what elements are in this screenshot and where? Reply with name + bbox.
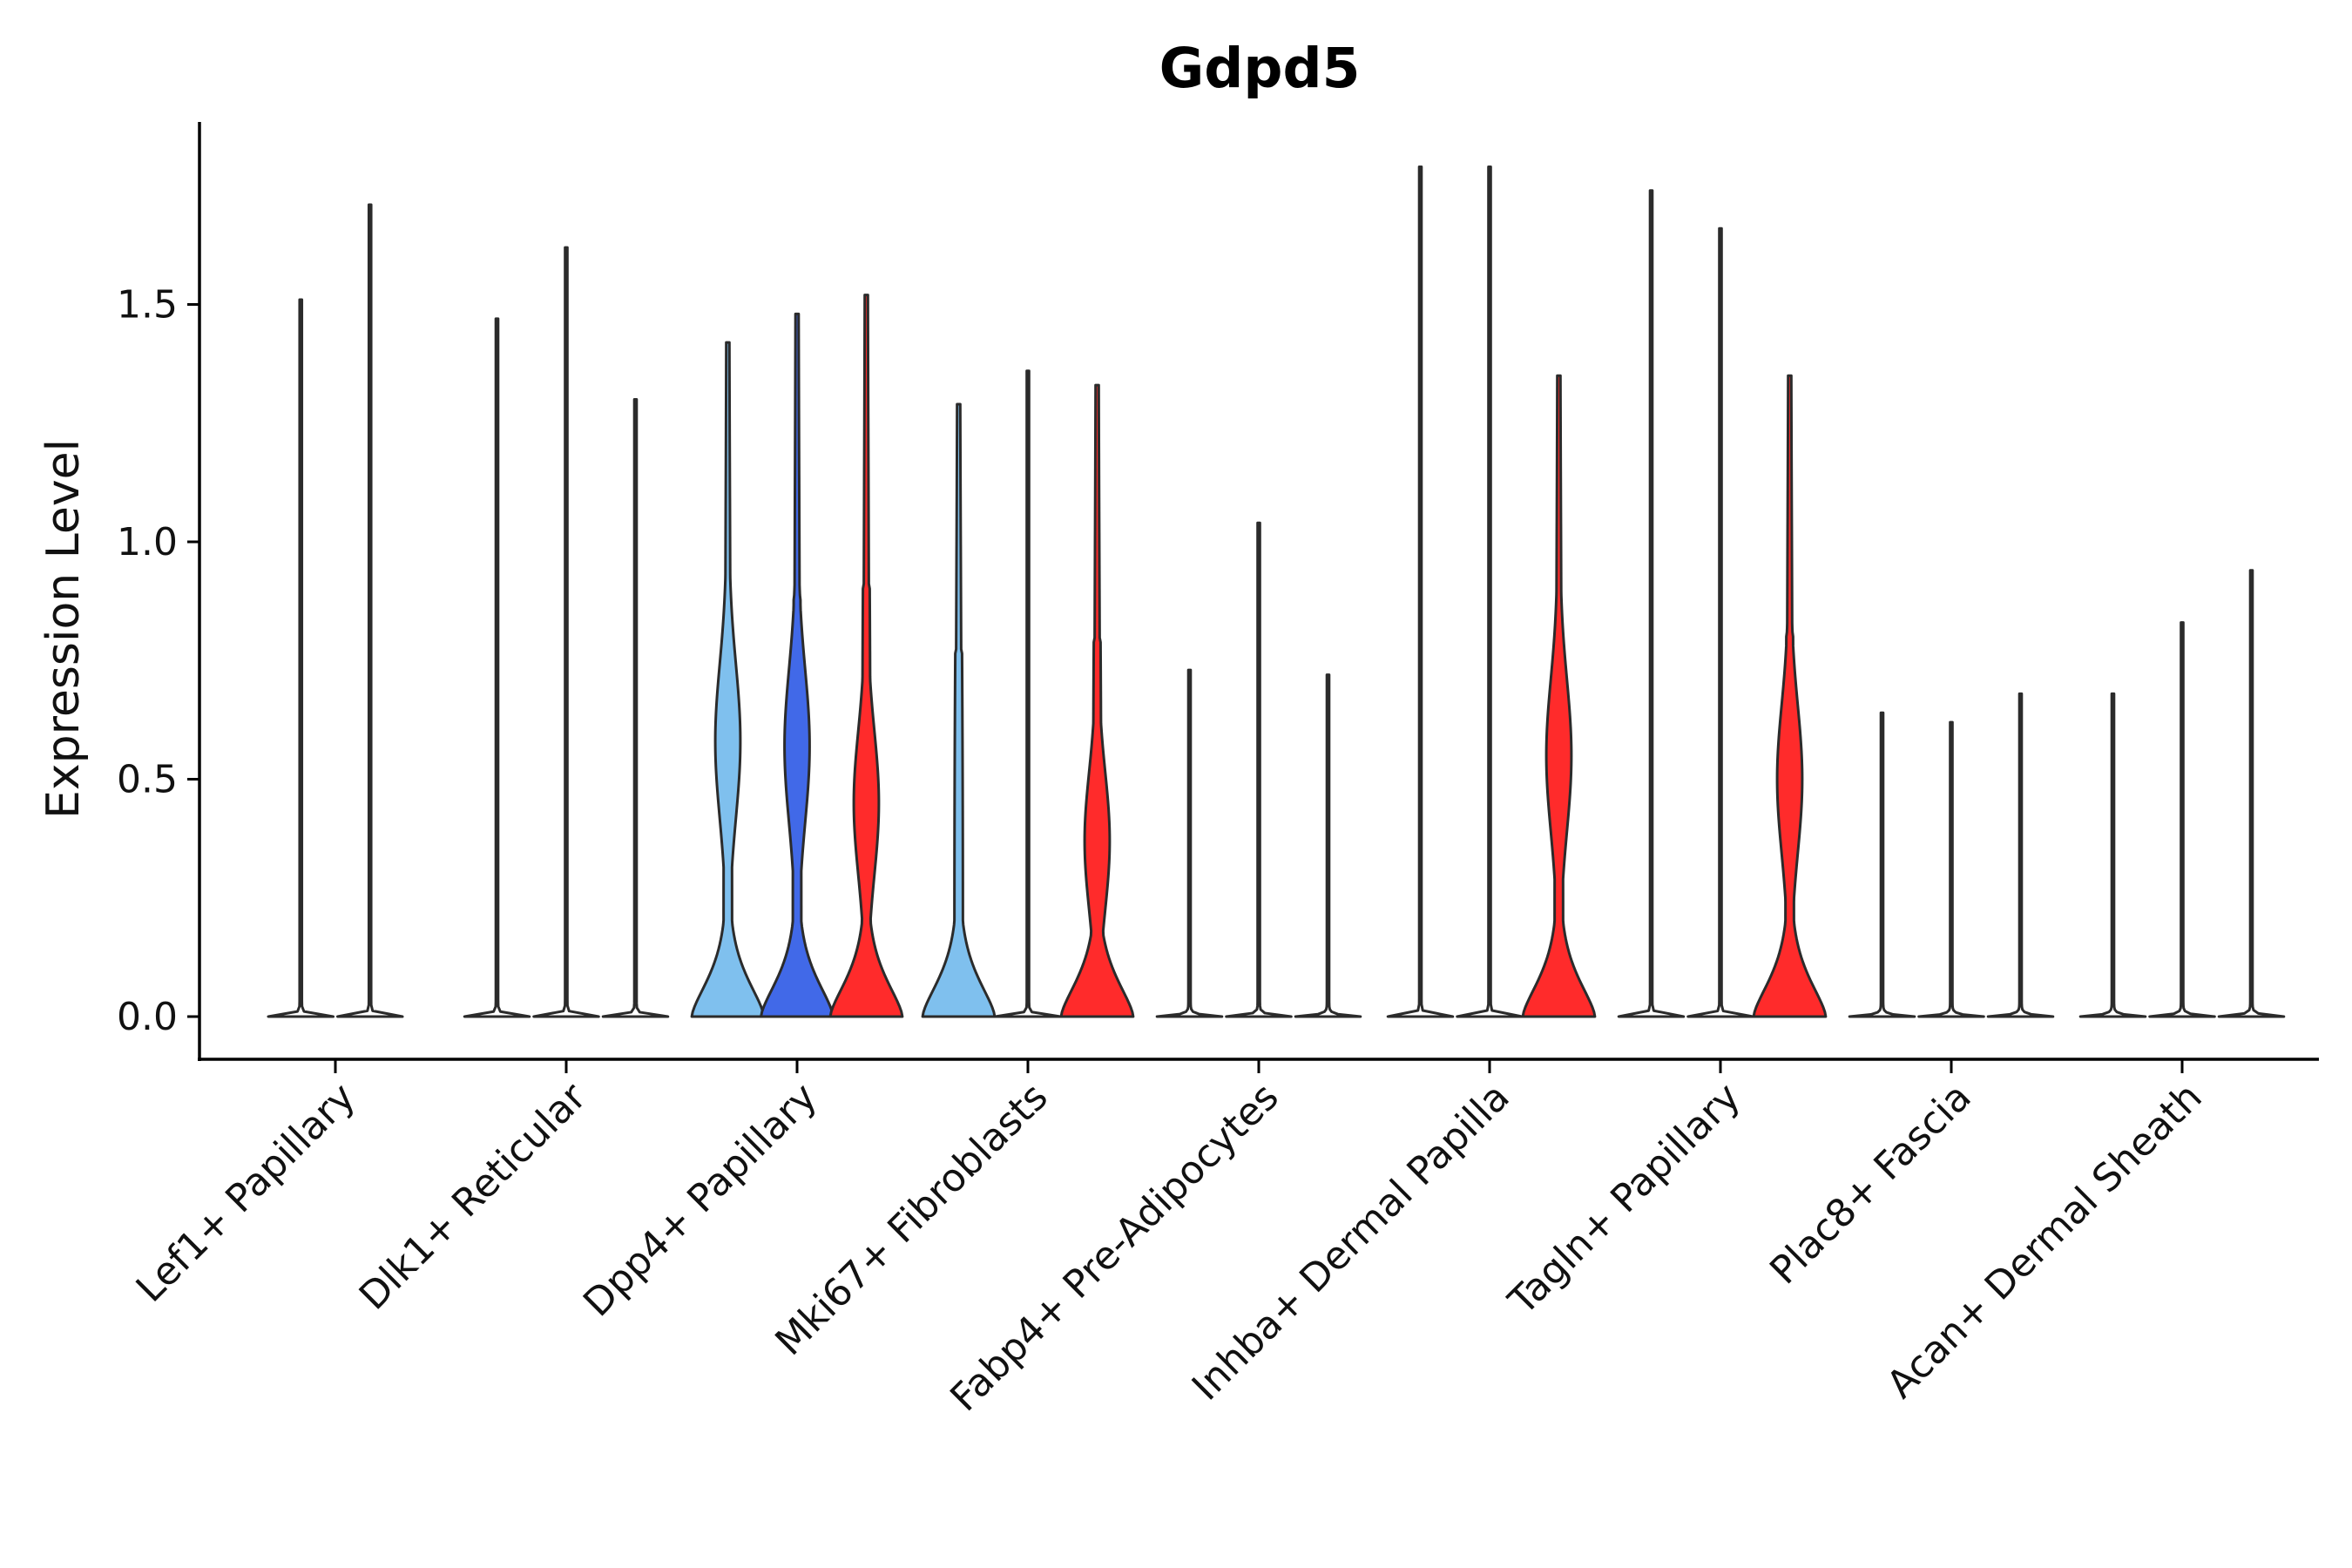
violin-4-1	[921, 402, 997, 1018]
violin-8-1	[1848, 711, 1916, 1018]
violin-9-2	[2148, 621, 2216, 1018]
violin-2-2	[532, 246, 600, 1018]
violin-2-3	[601, 398, 670, 1018]
violin-8-2	[1917, 720, 1985, 1018]
violin-7-1	[1617, 189, 1686, 1018]
violin-1-1	[267, 298, 335, 1018]
violin-4-2	[994, 369, 1062, 1018]
violin-5-1	[1155, 668, 1224, 1018]
violin-1-2	[335, 203, 404, 1018]
x-tick-label: Dlk1+ Reticular	[351, 1074, 596, 1319]
y-tick-label: 1.5	[117, 283, 178, 328]
violin-9-3	[2217, 569, 2286, 1018]
violin-7-3	[1752, 374, 1828, 1018]
y-tick-label: 0.0	[117, 995, 178, 1039]
y-tick-label: 1.0	[117, 520, 178, 564]
violin-7-2	[1686, 226, 1754, 1018]
violin-3-1	[690, 341, 766, 1018]
chart-title: Gdpd5	[1159, 37, 1361, 100]
violin-4-3	[1059, 383, 1135, 1018]
violin-3-2	[760, 312, 835, 1018]
violin-8-3	[1986, 692, 2055, 1018]
violin-6-3	[1521, 374, 1597, 1018]
violin-6-1	[1386, 165, 1455, 1018]
violin-5-2	[1225, 521, 1293, 1018]
violins-group	[267, 165, 2286, 1018]
violin-6-2	[1456, 165, 1524, 1018]
x-tick-label: Dpp4+ Papillary	[575, 1075, 826, 1326]
violin-3-3	[828, 294, 904, 1018]
x-tick-label: Plac8+ Fascia	[1761, 1075, 1980, 1294]
violin-9-1	[2078, 692, 2147, 1018]
x-tick-label: Tagln+ Papillary	[1500, 1075, 1749, 1324]
violin-5-3	[1294, 673, 1362, 1018]
x-tick-label: Lef1+ Papillary	[128, 1075, 364, 1311]
y-tick-label: 0.5	[117, 758, 178, 802]
y-axis-title: Expression Level	[37, 439, 90, 819]
violin-2-1	[463, 317, 531, 1018]
